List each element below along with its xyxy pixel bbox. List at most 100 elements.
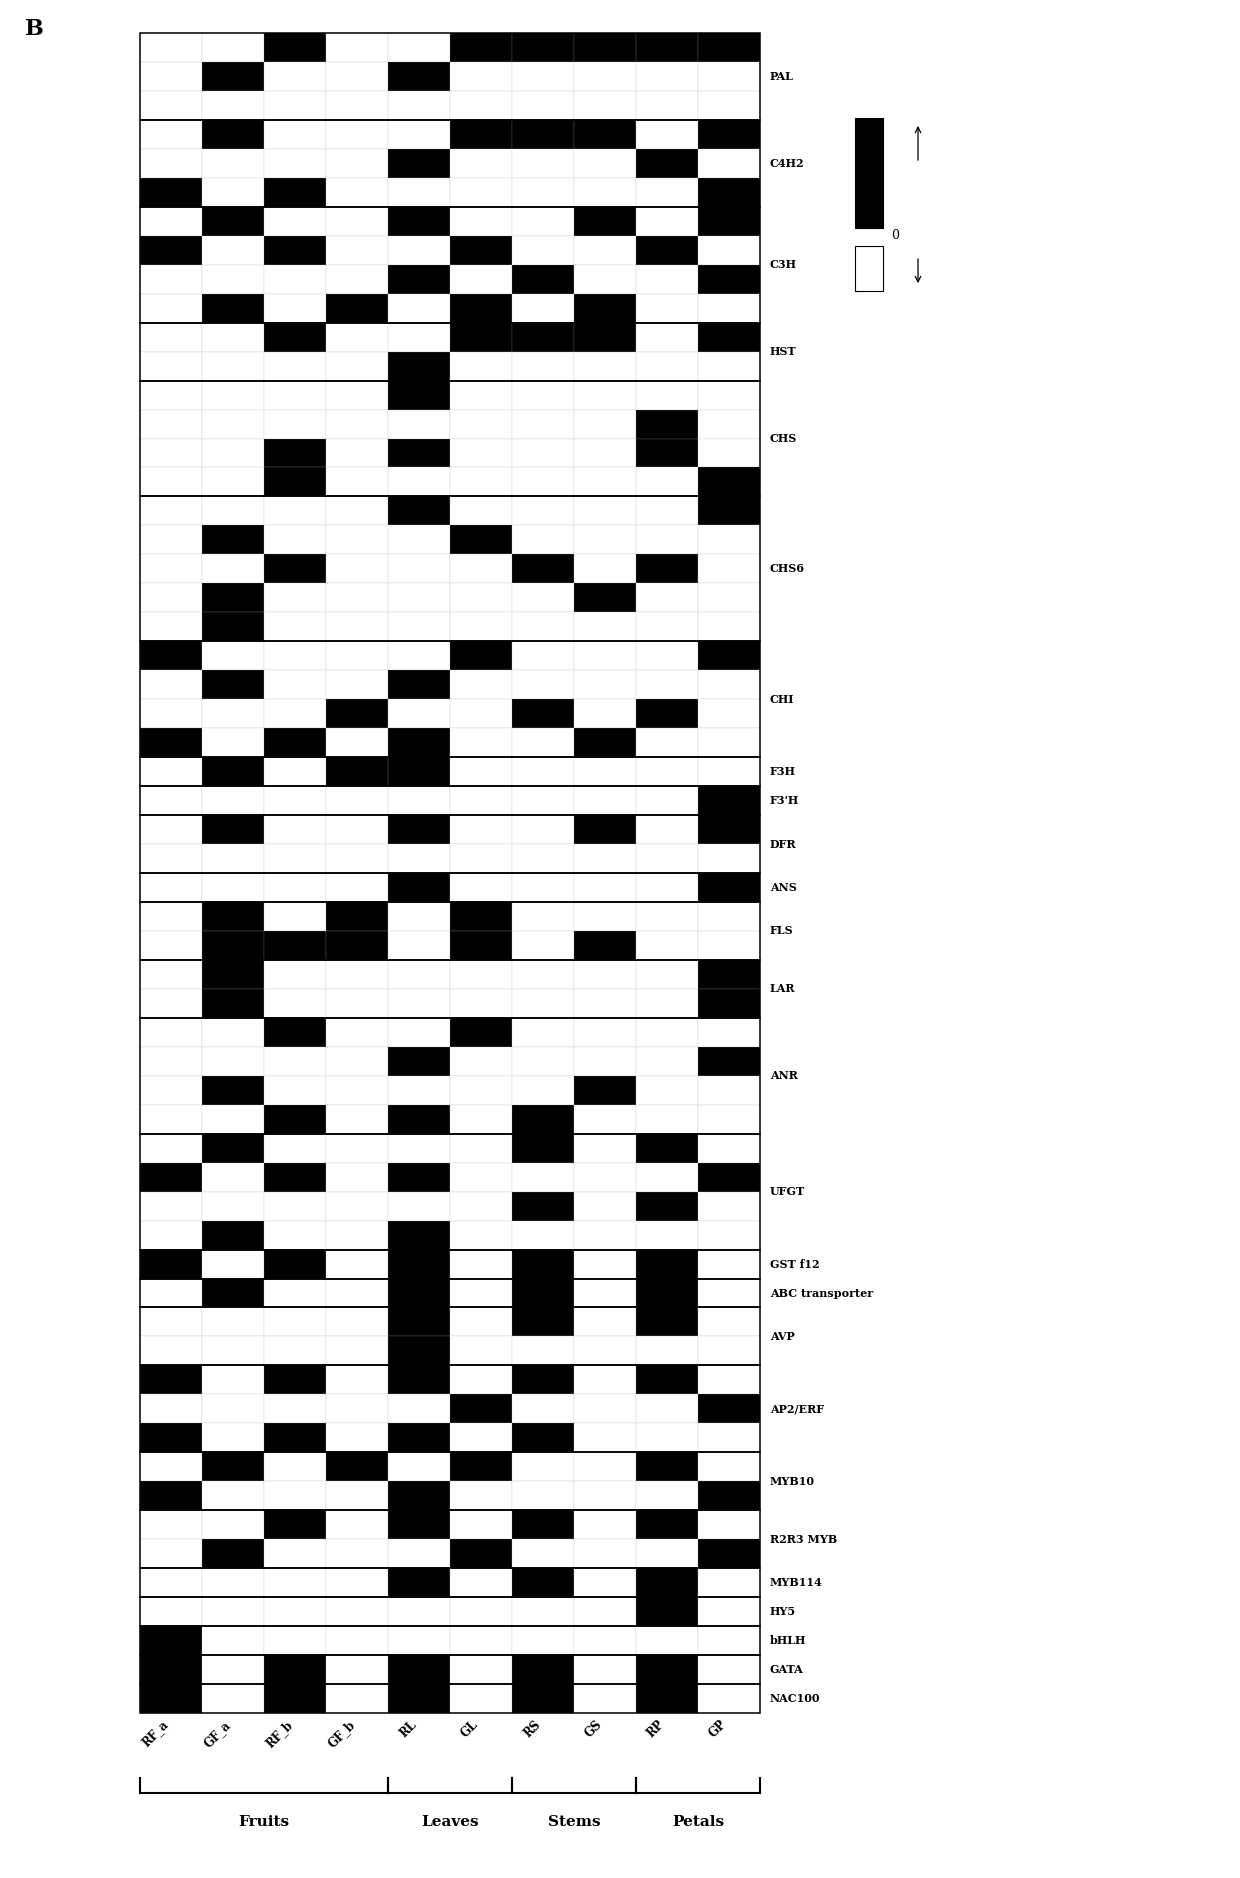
Bar [636,381,698,409]
Bar [636,207,698,237]
Bar [636,1279,698,1307]
Bar [636,699,698,729]
Bar [202,815,264,843]
Bar [140,640,202,670]
Bar [636,34,698,62]
Bar [636,1076,698,1104]
Bar [512,468,574,496]
Bar [450,178,512,207]
Bar [450,1221,512,1249]
Bar [326,293,388,323]
Bar [202,1685,264,1713]
Bar [140,815,202,843]
Bar [388,699,450,729]
Bar [202,351,264,381]
Bar [140,757,202,787]
Bar [140,265,202,293]
Bar [388,1018,450,1046]
Bar [388,293,450,323]
Bar [140,1365,760,1452]
Bar [450,1307,512,1337]
Bar [202,90,264,120]
Bar [450,815,512,843]
Bar [388,1568,450,1596]
Bar [140,1568,760,1596]
Bar [512,729,574,757]
Bar [388,1162,450,1193]
Bar [264,990,326,1018]
Bar [388,237,450,265]
Bar [264,1452,326,1482]
Bar [636,1393,698,1424]
Bar [388,1337,450,1365]
Bar [698,843,760,873]
Bar [574,526,636,554]
Bar [512,584,574,612]
Bar [326,409,388,439]
Bar [202,265,264,293]
Bar [636,1596,698,1626]
Bar [202,1018,264,1046]
Bar [450,1046,512,1076]
Bar [326,1046,388,1076]
Bar [512,323,574,351]
Bar [326,873,388,901]
Bar [698,409,760,439]
Bar [698,265,760,293]
Bar [512,1134,574,1162]
Text: F3H: F3H [770,766,796,777]
Bar [140,237,202,265]
Bar [140,1162,202,1193]
Bar [636,62,698,90]
Bar [140,640,760,757]
Bar [202,1134,264,1162]
Bar [264,584,326,612]
Bar [264,381,326,409]
Bar [326,120,388,148]
Bar [140,584,202,612]
Bar [388,1540,450,1568]
Bar [264,1424,326,1452]
Bar [636,757,698,787]
Bar [202,1424,264,1452]
Bar [574,381,636,409]
Bar [574,1365,636,1393]
Bar [388,1249,450,1279]
Text: DFR: DFR [770,839,796,849]
Bar [264,1568,326,1596]
Bar [636,1424,698,1452]
Bar [512,1596,574,1626]
Bar [202,62,264,90]
Bar [140,1193,202,1221]
Bar [450,584,512,612]
Bar [264,1510,326,1540]
Bar [140,496,202,526]
Bar [698,815,760,843]
Text: CHI: CHI [770,693,795,704]
Bar [140,1018,202,1046]
Bar [264,1018,326,1046]
Bar [450,1337,512,1365]
Bar [636,931,698,960]
Bar [264,1104,326,1134]
Bar [326,1510,388,1540]
Bar [512,699,574,729]
Bar [512,293,574,323]
Bar [450,1540,512,1568]
Bar [450,873,512,901]
Bar [264,757,326,787]
Bar [202,1482,264,1510]
Bar [388,90,450,120]
Bar [326,1162,388,1193]
Bar [636,148,698,178]
Bar [202,1393,264,1424]
Bar [140,323,760,381]
Bar [636,1337,698,1365]
Bar [636,1249,698,1279]
Bar [574,554,636,584]
Bar [574,699,636,729]
Bar [264,148,326,178]
Bar [326,90,388,120]
Bar [326,699,388,729]
Bar [512,990,574,1018]
